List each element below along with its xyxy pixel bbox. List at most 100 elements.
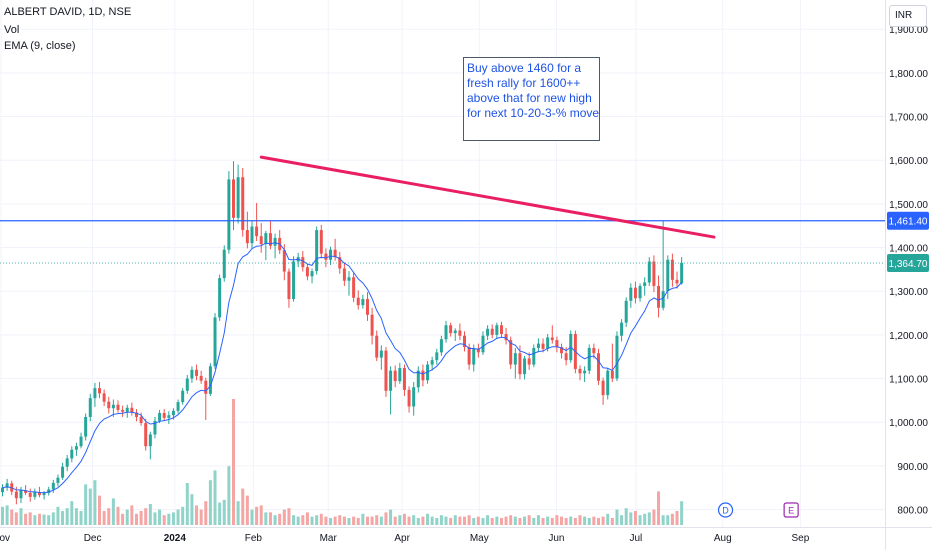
volume-bar — [467, 515, 471, 525]
volume-bar — [541, 518, 545, 525]
candle — [356, 290, 360, 310]
candle-body — [315, 230, 319, 272]
volume-bar — [550, 518, 554, 525]
volume-bar — [148, 504, 152, 525]
volume-bar — [610, 518, 614, 525]
candle-body — [555, 340, 559, 348]
volume-bar — [102, 511, 106, 525]
candle — [523, 355, 527, 380]
volume-bar — [139, 511, 143, 525]
volume-bar — [273, 515, 277, 525]
candle — [532, 344, 536, 368]
candle-body — [268, 233, 272, 246]
trend-line[interactable] — [259, 155, 716, 239]
candle-body — [472, 348, 476, 365]
volume-bar — [42, 514, 46, 525]
candle — [79, 432, 83, 449]
volume-bar — [402, 513, 406, 525]
volume-bar — [111, 498, 115, 525]
volume-legend[interactable]: Vol — [4, 24, 20, 36]
candle-body — [486, 328, 490, 336]
candle — [675, 271, 679, 289]
volume-bar — [218, 502, 222, 525]
candle — [116, 400, 120, 413]
volume-bar — [365, 516, 369, 525]
candle-body — [116, 404, 120, 410]
dividend-marker-icon — [717, 502, 734, 518]
note-line: above that for new high — [467, 91, 592, 105]
annotation-note[interactable]: Buy above 1460 for a fresh rally for 160… — [463, 57, 600, 141]
candle-body — [347, 277, 351, 281]
volume-bar — [287, 508, 291, 525]
candle — [416, 366, 420, 393]
candle — [536, 338, 540, 353]
candle — [310, 268, 314, 284]
candle-body — [467, 347, 471, 365]
volume-bar — [305, 512, 309, 525]
volume-bar — [232, 399, 235, 525]
volume-bar — [190, 494, 194, 525]
y-tick-label: 1,200.00 — [889, 331, 928, 342]
volume-bar — [583, 516, 587, 525]
volume-bar — [347, 518, 351, 525]
volume-bar — [486, 515, 490, 525]
volume-bar — [518, 518, 522, 525]
x-tick-label: Sep — [791, 533, 809, 544]
candle-body — [24, 490, 28, 493]
ema-legend[interactable]: EMA (9, close) — [4, 40, 76, 52]
candle — [181, 388, 185, 405]
volume-bar — [389, 509, 393, 525]
currency-button[interactable]: INR — [889, 5, 927, 27]
volume-bar — [449, 518, 453, 525]
price-axis[interactable]: 800.00 900.00 1,000.00 1,100.00 1,200.00 1,30… — [889, 25, 928, 516]
volume-bar — [670, 513, 674, 525]
volume-bar — [421, 516, 425, 525]
candle — [481, 331, 485, 355]
volume-bar — [361, 513, 365, 525]
candle-body — [389, 370, 393, 391]
volume-bar — [278, 513, 282, 525]
candle-body — [592, 347, 596, 354]
candle-body — [111, 404, 115, 409]
volume-bar — [74, 508, 78, 525]
candle-body — [259, 236, 263, 245]
volume-bar — [356, 518, 360, 525]
candle — [444, 320, 448, 343]
y-tick-label: 1,900.00 — [889, 25, 928, 36]
candle-body — [476, 348, 480, 353]
candle-body — [342, 268, 346, 281]
volume-bar — [121, 513, 125, 525]
candle-body — [670, 259, 674, 280]
candle-body — [463, 335, 466, 348]
candle-body — [652, 261, 656, 286]
volume-bar — [282, 509, 286, 525]
volume-bar — [652, 509, 656, 525]
candle-body — [379, 350, 383, 358]
candle — [504, 327, 508, 345]
candle — [47, 486, 51, 496]
candle-body — [430, 360, 434, 365]
candle — [606, 368, 610, 400]
note-line: fresh rally for 1600++ — [467, 76, 581, 90]
y-tick-label: 1,000.00 — [889, 418, 928, 429]
volume-bar — [250, 509, 254, 525]
volume-bar — [153, 512, 157, 525]
candle-body — [412, 387, 416, 407]
time-axis[interactable]: Nov Dec 2024 Feb Mar Apr May Jun Jul Aug Sep — [0, 533, 810, 544]
last-price-label-bg — [887, 253, 929, 272]
candle — [315, 226, 319, 275]
candle — [222, 245, 226, 282]
y-tick-label: 900.00 — [897, 462, 928, 473]
candle-body — [361, 299, 365, 306]
volume-bar — [301, 515, 305, 525]
candle-body — [301, 257, 305, 268]
candle-body — [453, 330, 457, 334]
candle — [213, 313, 217, 369]
candle-body — [139, 416, 143, 424]
symbol-title[interactable]: ALBERT DAVID, 1D, NSE — [4, 6, 132, 18]
candlesticks — [1, 161, 684, 505]
x-tick-label: Apr — [394, 533, 410, 544]
candle — [393, 365, 397, 388]
candle-body — [583, 370, 587, 374]
